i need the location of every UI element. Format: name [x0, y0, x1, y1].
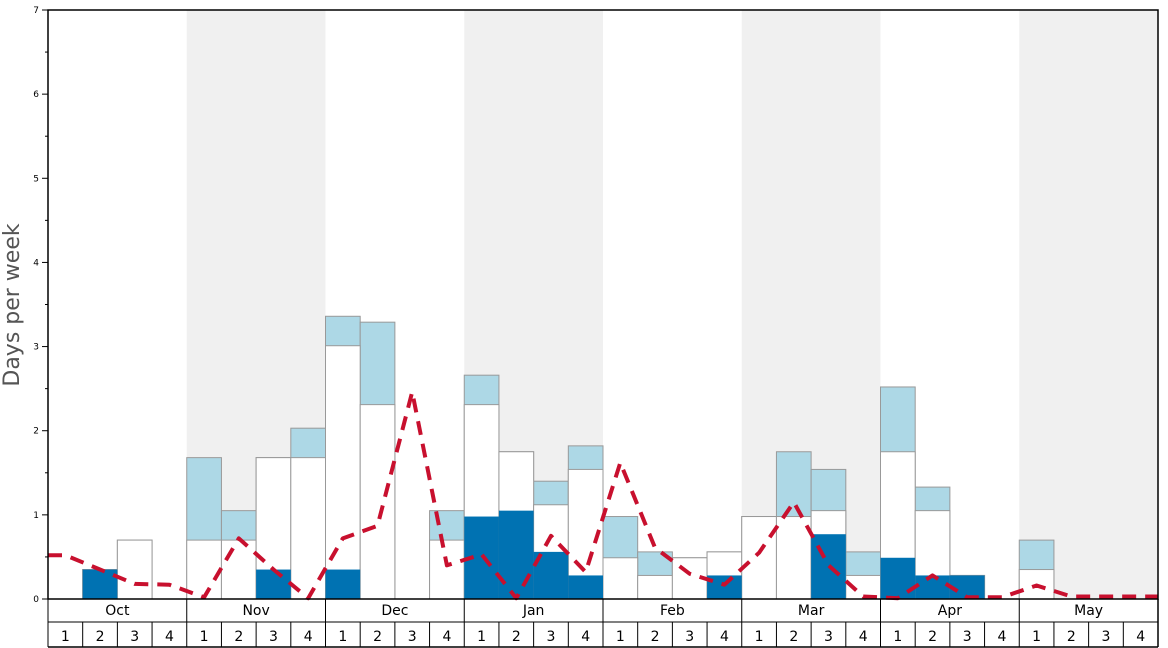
- week-label: 3: [408, 629, 417, 645]
- week-label: 4: [304, 629, 313, 645]
- week-label: 1: [1032, 629, 1041, 645]
- week-label: 1: [893, 629, 902, 645]
- bar-dark: [949, 575, 985, 599]
- week-label: 2: [928, 629, 937, 645]
- y-tick-label: 1: [33, 511, 39, 521]
- bar-white: [429, 539, 465, 600]
- bar-white: [741, 516, 777, 600]
- week-label: 1: [200, 629, 209, 645]
- bar-dark: [568, 575, 603, 599]
- y-tick-label: 7: [33, 6, 39, 16]
- y-tick-label: 2: [33, 427, 39, 437]
- week-label: 2: [1067, 629, 1076, 645]
- month-label: Apr: [938, 603, 962, 619]
- y-axis-label: Days per week: [0, 223, 25, 386]
- bar-white: [775, 516, 812, 600]
- bar-dark: [498, 510, 534, 599]
- week-label: 3: [269, 629, 278, 645]
- month-label: Mar: [798, 603, 825, 619]
- bar-white: [116, 539, 153, 600]
- axis-layer: 0 1 2 3 4 5 6 7 Oct 1 2 3 4 Nov 1 2 3 4 Dec 1 2 3 4 Jan 1 2 3 4 Feb 1…: [33, 6, 1159, 648]
- week-label: 1: [616, 629, 625, 645]
- bar-white: [186, 539, 222, 600]
- week-label: 3: [685, 629, 694, 645]
- bar-white: [671, 557, 708, 600]
- week-label: 2: [789, 629, 798, 645]
- bar-dark: [880, 557, 916, 599]
- bar-white: [637, 574, 673, 600]
- bar-white: [359, 404, 396, 600]
- y-tick-label: 0: [33, 595, 39, 605]
- bar-white: [220, 539, 257, 600]
- month-label: May: [1074, 603, 1103, 619]
- week-label: 1: [338, 629, 347, 645]
- week-label: 4: [165, 629, 174, 645]
- trend-line: [48, 390, 1158, 601]
- month-label: Oct: [105, 603, 130, 619]
- week-label: 4: [581, 629, 590, 645]
- week-label: 1: [755, 629, 764, 645]
- y-tick-label: 4: [33, 258, 39, 268]
- month-label: Feb: [660, 603, 685, 619]
- month-shading-layer: [186, 10, 1158, 599]
- week-label: 4: [859, 629, 868, 645]
- bar-dark: [256, 569, 291, 599]
- month-shade: [1019, 10, 1158, 599]
- week-label: 4: [997, 629, 1006, 645]
- bar-dark: [325, 569, 361, 599]
- bar-dark: [915, 575, 950, 599]
- month-label: Dec: [381, 603, 408, 619]
- week-label: 1: [61, 629, 70, 645]
- week-label: 3: [130, 629, 139, 645]
- week-label: 2: [651, 629, 660, 645]
- week-label: 1: [477, 629, 486, 645]
- line-layer: [48, 390, 1158, 601]
- y-tick-label: 5: [33, 174, 39, 184]
- week-label: 3: [1102, 629, 1111, 645]
- week-label: 4: [1136, 629, 1145, 645]
- week-label: 2: [96, 629, 105, 645]
- week-label: 2: [373, 629, 382, 645]
- bar-white: [602, 557, 639, 600]
- y-tick-label: 6: [33, 90, 39, 100]
- bar-dark: [82, 569, 118, 599]
- bar-white: [325, 345, 361, 600]
- week-label: 3: [963, 629, 972, 645]
- week-label: 4: [442, 629, 451, 645]
- week-label: 2: [234, 629, 243, 645]
- month-label: Jan: [522, 603, 545, 619]
- month-label: Nov: [242, 603, 269, 619]
- week-label: 4: [720, 629, 729, 645]
- week-label: 3: [547, 629, 556, 645]
- week-label: 2: [512, 629, 521, 645]
- bar-dark: [707, 575, 742, 599]
- y-tick-label: 3: [33, 343, 39, 353]
- week-label: 3: [824, 629, 833, 645]
